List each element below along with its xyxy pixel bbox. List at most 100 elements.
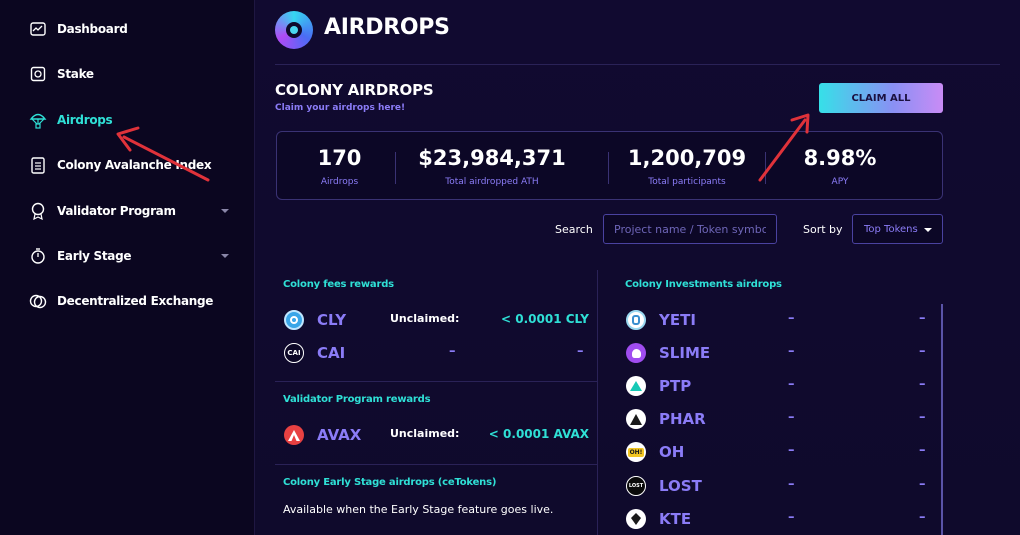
sidebar-item-stake[interactable]: Stake [29,63,234,85]
slime-token-icon [626,343,646,363]
stat-label: Total participants [648,177,726,187]
unclaimed-label: Unclaimed: [390,312,460,325]
token-value-dash: – [919,410,926,425]
sort-select-value: Top Tokens [864,223,918,235]
kte-token-icon [626,509,646,529]
token-symbol: SLIME [659,344,711,362]
search-input[interactable] [603,214,777,244]
token-symbol: YETI [659,311,696,329]
token-value-dash: – [788,377,795,392]
oh-icon-text: OH! [627,447,645,457]
stat-apy: 8.98% APY [795,132,885,201]
token-value-dash: – [788,344,795,359]
sidebar-item-airdrops[interactable]: Airdrops [29,109,234,131]
index-icon [29,156,47,174]
section-title: COLONY AIRDROPS [275,81,434,99]
token-symbol: PHAR [659,410,706,428]
validator-icon [29,202,47,220]
stake-icon [29,65,47,83]
token-row-lost[interactable]: LOST LOST – – [626,474,931,498]
token-row-slime[interactable]: SLIME – – [626,341,931,365]
sidebar-item-label: Early Stage [57,249,132,263]
sort-label: Sort by [803,223,843,236]
stat-value: 1,200,709 [627,146,747,170]
token-value-dash: – [577,344,584,359]
claim-all-button[interactable]: CLAIM ALL [819,83,943,113]
token-value-dash: – [919,510,926,525]
stat-divider [608,152,609,184]
ptp-token-icon [626,376,646,396]
token-row-cai[interactable]: CAI CAI – – [284,341,589,365]
sidebar-item-label: Colony Avalanche Index [57,158,212,172]
sidebar-item-label: Dashboard [57,22,128,36]
group-title-early-stage: Colony Early Stage airdrops (ceTokens) [283,477,497,488]
token-row-kte[interactable]: KTE – – [626,507,931,531]
token-row-avax[interactable]: AVAX Unclaimed: < 0.0001 AVAX [284,423,589,447]
group-divider [275,464,597,465]
sidebar-item-decentralized-exchange[interactable]: Decentralized Exchange [29,290,234,312]
sidebar-item-label: Decentralized Exchange [57,294,214,308]
chevron-down-icon [221,209,229,213]
stat-divider [765,152,766,184]
stats-panel: 170 Airdrops $23,984,371 Total airdroppe… [276,131,943,200]
token-symbol: LOST [659,477,702,495]
token-value-dash: – [788,477,795,492]
chevron-down-icon [221,254,229,258]
token-symbol: PTP [659,377,692,395]
token-symbol: OH [659,443,685,461]
sidebar-item-validator-program[interactable]: Validator Program [29,200,234,222]
page-title: AIRDROPS [324,15,450,40]
token-value-dash: – [788,410,795,425]
search-label: Search [555,223,593,236]
token-symbol: AVAX [317,426,362,444]
unclaimed-label: Unclaimed: [390,427,460,440]
dashboard-icon [29,20,47,38]
sidebar-item-colony-avalanche-index[interactable]: Colony Avalanche Index [29,154,234,176]
token-symbol: CAI [317,344,346,362]
stat-label: APY [831,177,849,187]
unclaimed-amount: < 0.0001 CLY [501,312,589,326]
stat-value: 8.98% [803,146,877,170]
token-symbol: KTE [659,510,692,528]
token-value-dash: – [788,443,795,458]
phar-token-icon [626,409,646,429]
sort-select[interactable]: Top Tokens [852,214,943,244]
early-stage-note: Available when the Early Stage feature g… [283,503,554,516]
token-value-dash: – [788,311,795,326]
token-row-ptp[interactable]: PTP – – [626,374,931,398]
stat-value: $23,984,371 [418,146,566,170]
token-symbol: CLY [317,311,347,329]
unclaimed-amount: < 0.0001 AVAX [488,427,589,441]
cly-token-icon [284,310,304,330]
stat-label: Airdrops [320,177,359,187]
group-title-investments: Colony Investments airdrops [625,279,782,290]
token-row-cly[interactable]: CLY Unclaimed: < 0.0001 CLY [284,308,589,332]
group-title-validator-rewards: Validator Program rewards [283,394,431,405]
section-subtitle: Claim your airdrops here! [275,103,406,113]
token-row-oh[interactable]: OH! OH – – [626,440,931,464]
scrollbar[interactable] [941,304,943,535]
cai-icon-text: CAI [287,349,301,357]
token-value-dash: – [919,311,926,326]
stat-value: 170 [317,146,362,170]
stat-airdrops: 170 Airdrops [297,132,382,201]
stat-divider [395,152,396,184]
header-divider [275,64,1000,65]
token-row-phar[interactable]: PHAR – – [626,407,931,431]
token-value-dash: – [788,510,795,525]
sidebar-item-dashboard[interactable]: Dashboard [29,18,234,40]
sidebar-item-early-stage[interactable]: Early Stage [29,245,234,267]
token-value-dash: – [919,377,926,392]
stat-total-participants: 1,200,709 Total participants [617,132,757,201]
avax-token-icon [284,425,304,445]
lost-icon-text: LOST [628,483,644,489]
stat-total-airdropped: $23,984,371 Total airdropped ATH [412,132,572,201]
sidebar-item-label: Airdrops [57,113,113,127]
token-value-dash: – [919,344,926,359]
timer-icon [29,247,47,265]
token-value-dash: – [919,443,926,458]
airdrop-icon [29,111,47,129]
cai-token-icon: CAI [284,343,304,363]
main-content: AIRDROPS COLONY AIRDROPS Claim your aird… [255,0,1020,535]
token-row-yeti[interactable]: YETI – – [626,308,931,332]
